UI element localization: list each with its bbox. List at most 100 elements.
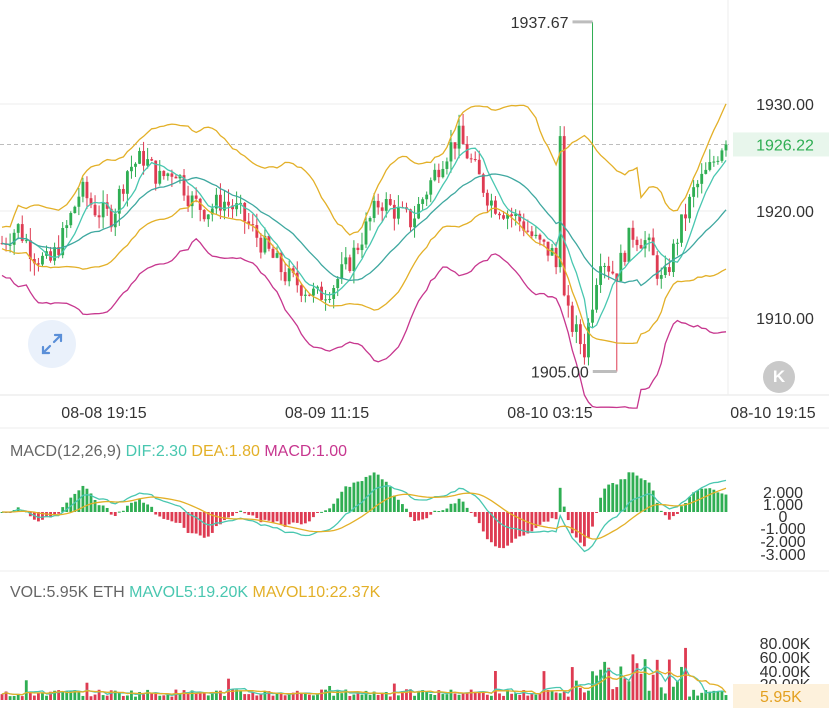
expand-button[interactable] bbox=[28, 320, 76, 368]
macd-bar bbox=[69, 497, 73, 512]
macd-bar bbox=[421, 512, 425, 520]
candle-body bbox=[700, 173, 704, 184]
volume-bar bbox=[655, 659, 659, 700]
candle-body bbox=[235, 203, 239, 210]
volume-bar bbox=[251, 692, 255, 700]
volume-bar bbox=[178, 693, 182, 700]
volume-bar bbox=[676, 681, 679, 700]
k-icon: K bbox=[772, 367, 786, 386]
volume-bar bbox=[542, 671, 546, 700]
volume-bar bbox=[194, 693, 198, 700]
macd-bar bbox=[287, 512, 291, 525]
volume-bar bbox=[591, 671, 594, 700]
volume-bar bbox=[146, 689, 150, 700]
candle-body bbox=[607, 265, 611, 272]
candle-body bbox=[12, 232, 16, 245]
price-y-tick: 1920.00 bbox=[756, 204, 814, 221]
macd-bar bbox=[214, 512, 218, 527]
macd-bar bbox=[162, 512, 166, 519]
macd-bar bbox=[255, 512, 259, 519]
candle-body bbox=[150, 159, 154, 161]
macd-bar bbox=[554, 512, 558, 520]
volume-bar bbox=[356, 692, 360, 700]
candles-group bbox=[0, 21, 728, 372]
candle-body bbox=[16, 224, 20, 233]
candle-body bbox=[328, 298, 332, 300]
volume-bar bbox=[441, 694, 445, 700]
vol-legend: VOL:5.95K ETH MAVOL5:19.20K MAVOL10:22.3… bbox=[10, 584, 381, 601]
macd-bar bbox=[243, 512, 247, 514]
macd-bar bbox=[275, 512, 279, 522]
volume-bar bbox=[49, 691, 52, 700]
volume-bar bbox=[599, 669, 603, 700]
volume-bar bbox=[409, 689, 412, 700]
volume-bar bbox=[69, 691, 73, 700]
volume-bar bbox=[190, 690, 194, 700]
candle-body bbox=[37, 263, 40, 265]
macd-bar bbox=[574, 512, 578, 538]
macd-bar bbox=[360, 481, 364, 512]
volume-bar bbox=[150, 692, 154, 700]
candle-body bbox=[542, 239, 546, 242]
macd-bar bbox=[320, 511, 323, 513]
volume-bar bbox=[510, 693, 514, 700]
volume-bar bbox=[671, 686, 675, 700]
volume-bar bbox=[134, 696, 137, 700]
candle-body bbox=[101, 202, 105, 218]
candle-body bbox=[421, 199, 425, 204]
macd-bar bbox=[235, 512, 239, 514]
volume-bar bbox=[295, 690, 299, 700]
candle-body bbox=[231, 205, 234, 210]
macd-bar bbox=[566, 512, 570, 521]
volume-bar bbox=[275, 692, 279, 700]
volume-bar bbox=[696, 695, 700, 700]
candle-body bbox=[186, 195, 190, 207]
candle-body bbox=[696, 183, 700, 188]
volume-bar bbox=[429, 694, 433, 700]
macd-bar bbox=[283, 512, 287, 527]
volume-bar bbox=[688, 696, 691, 700]
volume-bar bbox=[299, 693, 303, 700]
macd-bar bbox=[619, 479, 623, 512]
volume-bar bbox=[603, 661, 607, 700]
volume-bar bbox=[235, 689, 239, 700]
candle-body bbox=[85, 181, 89, 199]
volume-bar bbox=[489, 695, 493, 700]
candle-body bbox=[142, 150, 145, 166]
volume-bar bbox=[376, 694, 380, 700]
macd-bar bbox=[117, 511, 121, 513]
mavol10-line bbox=[1, 669, 727, 696]
macd-bar bbox=[651, 490, 655, 512]
volume-bar bbox=[372, 691, 376, 700]
macd-bar bbox=[631, 472, 635, 512]
macd-bar bbox=[85, 488, 89, 512]
candle-body bbox=[433, 169, 437, 181]
macd-bar bbox=[494, 512, 497, 547]
volume-bar bbox=[562, 691, 566, 700]
candle-body bbox=[578, 324, 582, 345]
candle-body bbox=[603, 265, 607, 267]
candle-body bbox=[441, 168, 445, 178]
macd-bar bbox=[433, 510, 437, 512]
macd-bar bbox=[312, 512, 315, 518]
macd-bar bbox=[518, 512, 522, 537]
volume-bar bbox=[166, 694, 170, 700]
candle-body bbox=[655, 255, 659, 279]
candle-body bbox=[283, 272, 287, 282]
volume-bar bbox=[81, 695, 85, 700]
macd-bar bbox=[676, 512, 679, 514]
volume-bar bbox=[117, 692, 121, 700]
volume-bar bbox=[469, 689, 473, 700]
volume-bar bbox=[647, 690, 651, 700]
macd-bar bbox=[299, 512, 303, 525]
macd-bar bbox=[142, 502, 145, 512]
candle-body bbox=[28, 240, 32, 260]
candle-body bbox=[489, 200, 493, 206]
volume-bar bbox=[303, 693, 307, 700]
volume-bar bbox=[627, 681, 631, 700]
candle-body bbox=[651, 237, 655, 256]
candle-body bbox=[417, 203, 421, 219]
volume-bar bbox=[12, 695, 16, 700]
kline-toggle-button[interactable]: K bbox=[763, 361, 795, 393]
candle-body bbox=[368, 218, 372, 222]
